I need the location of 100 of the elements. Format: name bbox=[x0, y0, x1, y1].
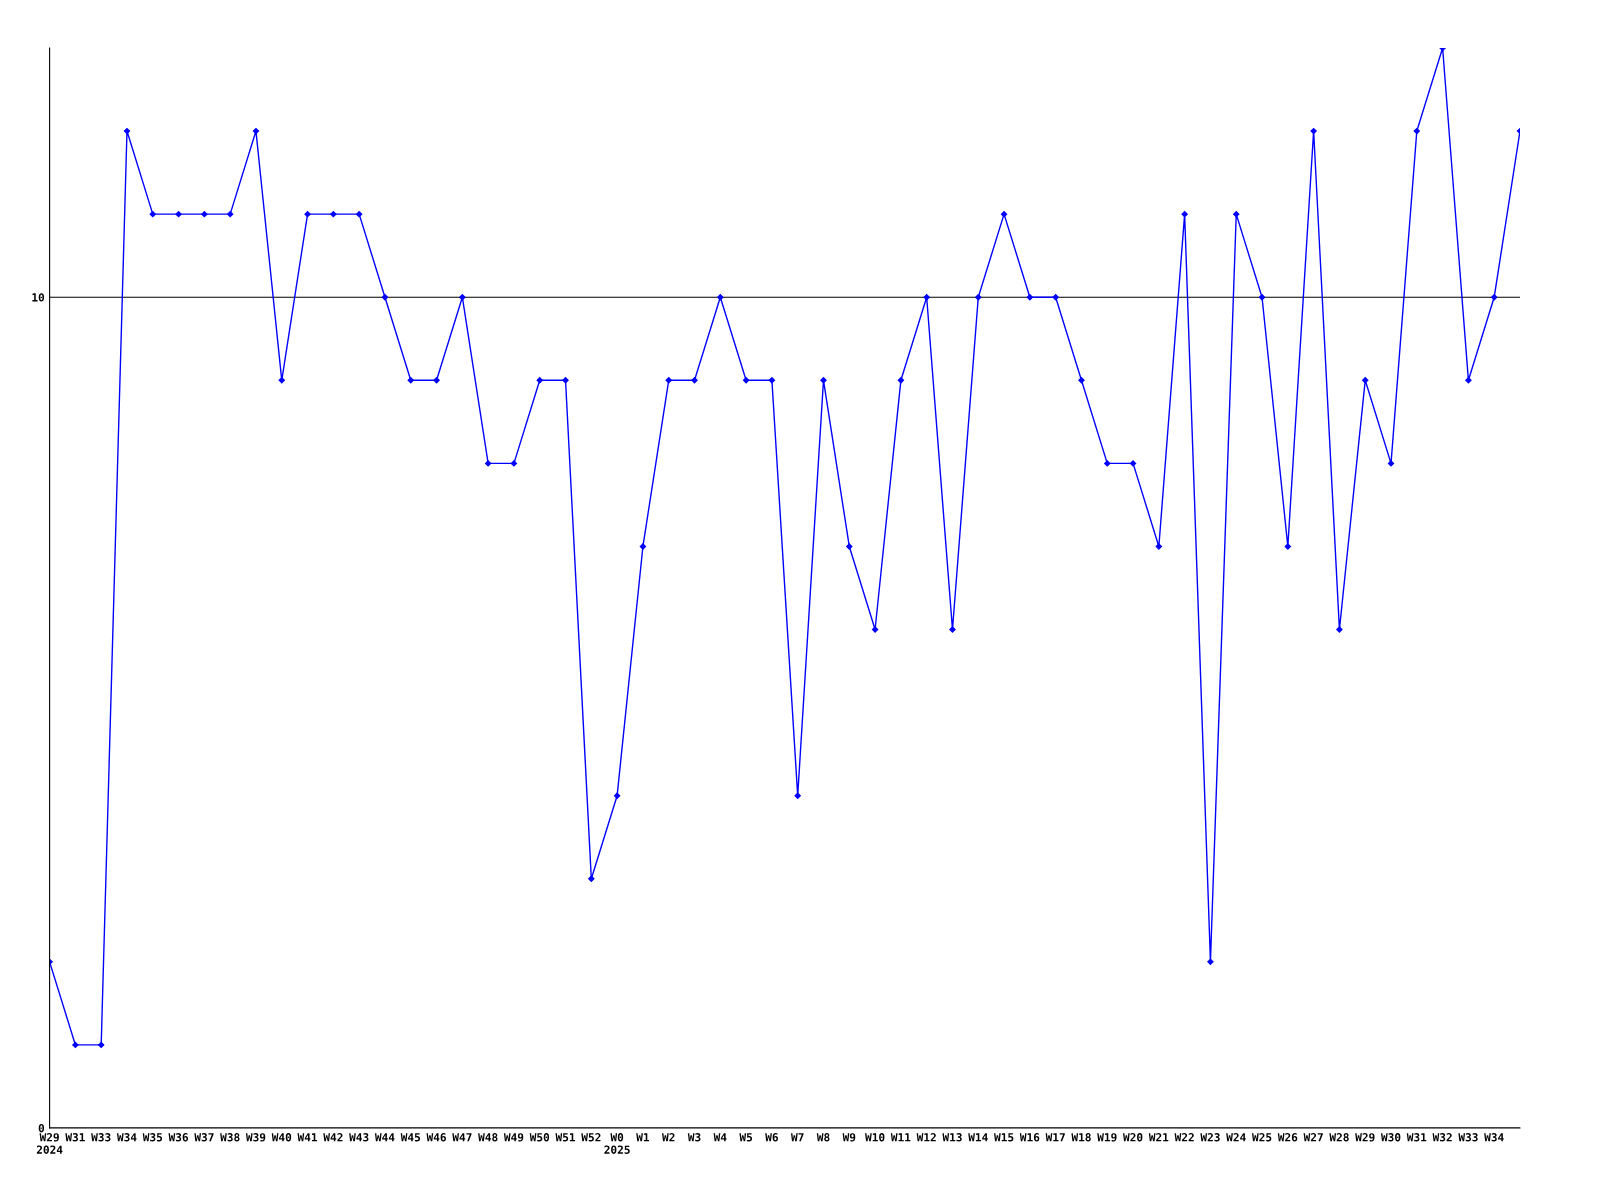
point bbox=[278, 377, 285, 384]
x-tick-label: W6 bbox=[765, 1133, 778, 1142]
x-tick-label: W12 bbox=[916, 1133, 936, 1142]
x-tick-label: W1 bbox=[636, 1133, 650, 1142]
point bbox=[1336, 626, 1343, 633]
x-tick-label: W22 bbox=[1174, 1133, 1194, 1142]
point bbox=[1000, 211, 1008, 218]
x-tick-label: W32 bbox=[1432, 1133, 1452, 1142]
x-tick-label: W2 bbox=[662, 1133, 675, 1142]
y-tick-label: 10 bbox=[32, 293, 45, 302]
x-tick-label: W29 2024 bbox=[36, 1133, 63, 1154]
x-tick-label: W16 bbox=[1019, 1133, 1040, 1142]
x-tick-label: W38 bbox=[220, 1133, 240, 1142]
x-tick-label: W3 bbox=[687, 1133, 701, 1142]
x-tick-label: W11 bbox=[890, 1133, 911, 1142]
point bbox=[949, 626, 956, 633]
x-tick-label: W31 bbox=[1406, 1133, 1427, 1142]
point bbox=[72, 1041, 79, 1049]
point bbox=[691, 377, 698, 384]
point bbox=[768, 377, 776, 384]
x-tick-label: W9 bbox=[842, 1133, 856, 1142]
point bbox=[794, 792, 801, 799]
point bbox=[1207, 958, 1214, 965]
x-tick-label: W23 bbox=[1200, 1133, 1220, 1142]
x-tick-label: W25 bbox=[1252, 1133, 1272, 1142]
point bbox=[201, 211, 208, 218]
point bbox=[252, 127, 260, 135]
x-tick-label: W4 bbox=[713, 1133, 727, 1142]
point bbox=[381, 294, 389, 301]
x-tick-label: W48 bbox=[478, 1133, 498, 1142]
point bbox=[613, 792, 621, 799]
point bbox=[975, 294, 982, 301]
point bbox=[356, 211, 363, 218]
point bbox=[897, 377, 905, 384]
point bbox=[1129, 460, 1137, 467]
point bbox=[1413, 127, 1420, 135]
x-tick-label: W34 bbox=[1484, 1133, 1504, 1142]
point bbox=[846, 543, 853, 550]
point bbox=[820, 377, 827, 384]
point bbox=[459, 294, 466, 301]
point bbox=[1052, 294, 1059, 301]
point bbox=[227, 211, 234, 218]
x-tick-label: W35 bbox=[142, 1133, 163, 1142]
x-tick-label: W31 bbox=[65, 1133, 85, 1142]
point bbox=[1104, 460, 1111, 467]
x-tick-label: W44 bbox=[374, 1133, 395, 1142]
x-tick-label: W42 bbox=[323, 1133, 343, 1142]
x-tick-label: W50 bbox=[529, 1133, 550, 1142]
x-tick-label: W10 bbox=[865, 1133, 885, 1142]
point bbox=[149, 211, 156, 218]
x-tick-label: W51 bbox=[555, 1133, 576, 1142]
x-tick-label: W18 bbox=[1071, 1133, 1091, 1142]
x-tick-label: W7 bbox=[791, 1133, 804, 1142]
x-tick-label: W45 bbox=[400, 1133, 421, 1142]
point bbox=[1181, 211, 1188, 218]
point bbox=[1310, 127, 1317, 135]
x-tick-label: W33 bbox=[91, 1133, 111, 1142]
point bbox=[665, 377, 672, 384]
x-tick-label: W47 bbox=[452, 1133, 472, 1142]
line-series bbox=[49, 48, 1520, 1049]
point bbox=[536, 377, 543, 384]
point bbox=[1465, 377, 1472, 384]
x-tick-label: W17 bbox=[1045, 1133, 1065, 1142]
x-tick-label: W37 bbox=[194, 1133, 214, 1142]
x-tick-label: W41 bbox=[297, 1133, 318, 1142]
point bbox=[484, 460, 492, 467]
point bbox=[433, 377, 440, 384]
x-tick-label: W15 bbox=[994, 1133, 1014, 1142]
point bbox=[1362, 377, 1369, 384]
point bbox=[742, 377, 750, 384]
x-tick-label: W39 bbox=[245, 1133, 266, 1142]
x-tick-label: W36 bbox=[168, 1133, 189, 1142]
point bbox=[407, 377, 414, 384]
x-tick-label: W52 bbox=[581, 1133, 601, 1142]
point bbox=[98, 1041, 105, 1049]
point bbox=[1284, 543, 1291, 550]
point bbox=[330, 211, 337, 218]
x-tick-label: W14 bbox=[968, 1133, 988, 1142]
point bbox=[588, 875, 595, 882]
x-tick-label: W0 2025 bbox=[604, 1133, 630, 1154]
x-tick-label: W20 bbox=[1123, 1133, 1143, 1142]
x-tick-label: W34 bbox=[116, 1133, 137, 1142]
point bbox=[304, 211, 311, 218]
point bbox=[1026, 294, 1034, 301]
point bbox=[1155, 543, 1162, 550]
point bbox=[717, 294, 724, 301]
point bbox=[871, 626, 879, 633]
point bbox=[923, 294, 930, 301]
x-tick-label: W33 bbox=[1458, 1133, 1478, 1142]
x-tick-label: W8 bbox=[816, 1133, 830, 1142]
x-tick-label: W5 bbox=[739, 1133, 753, 1142]
point bbox=[639, 543, 647, 550]
x-tick-label: W26 bbox=[1277, 1133, 1298, 1142]
point bbox=[1387, 460, 1395, 467]
x-tick-label: W49 bbox=[503, 1133, 524, 1142]
x-tick-label: W30 bbox=[1380, 1133, 1401, 1142]
x-tick-label: W46 bbox=[426, 1133, 446, 1142]
point bbox=[1233, 211, 1240, 218]
point bbox=[175, 211, 182, 218]
x-tick-label: W21 bbox=[1148, 1133, 1169, 1142]
